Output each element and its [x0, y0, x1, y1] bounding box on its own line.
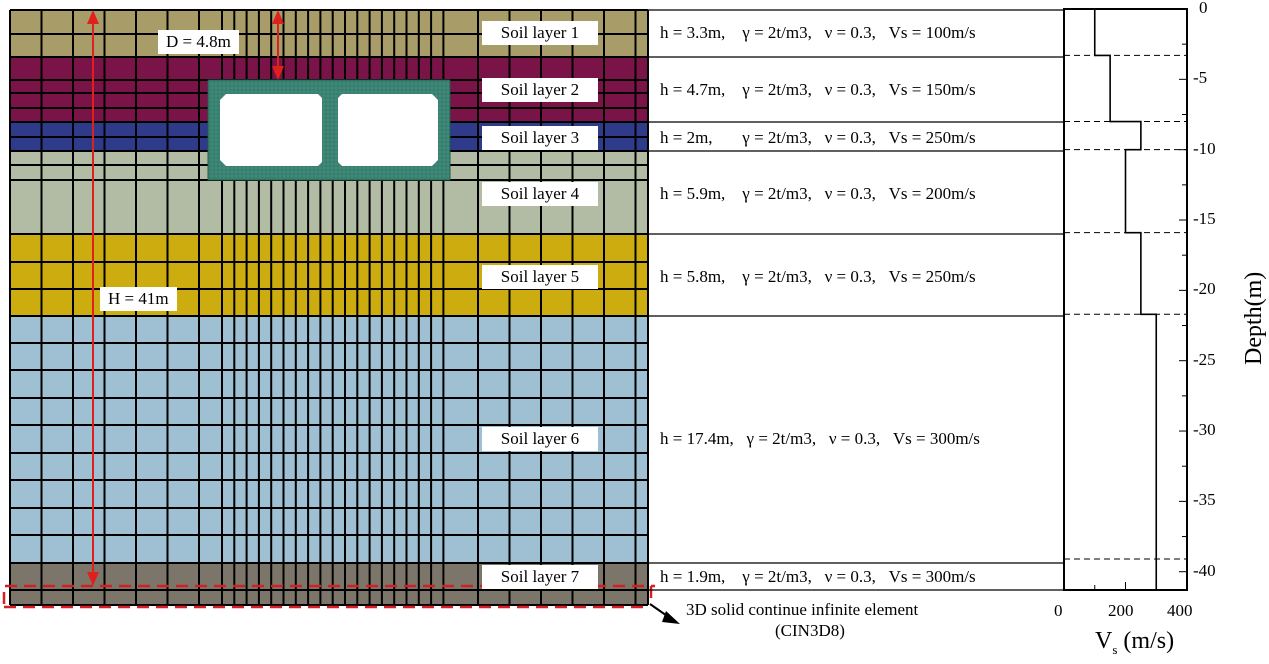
arrow-down-icon [87, 572, 99, 586]
x-tick-400: 400 [1167, 601, 1193, 620]
arrow-up-icon [87, 10, 99, 24]
tunnel-left-cell [220, 94, 322, 166]
soil-layer-4-properties: h = 5.9m, γ = 2t/m3, ν = 0.3, Vs = 200m/… [660, 184, 976, 203]
soil-layer-1-properties: h = 3.3m, γ = 2t/m3, ν = 0.3, Vs = 100m/… [660, 23, 976, 42]
y-tick-label: -30 [1193, 420, 1216, 440]
chart-plot-area [1063, 8, 1188, 591]
soil-layer-6-label: Soil layer 6 [482, 427, 598, 451]
infinite-element-code: (CIN3D8) [775, 621, 845, 640]
x-axis-label: Vs (m/s) [1095, 628, 1174, 658]
arrow-down-icon [272, 66, 284, 80]
pointer-arrow-icon [662, 611, 680, 624]
tunnel-right-cell [338, 94, 438, 166]
soil-layer-6-properties: h = 17.4m, γ = 2t/m3, ν = 0.3, Vs = 300m… [660, 429, 980, 448]
y-tick-label: -15 [1193, 209, 1216, 229]
x-axis-label-unit: (m/s) [1117, 628, 1175, 654]
x-tick-0: 0 [1054, 601, 1063, 620]
y-tick-label: 0 [1199, 0, 1208, 17]
soil-layer-5-label: Soil layer 5 [482, 265, 598, 289]
y-tick-label: -10 [1193, 138, 1216, 158]
y-axis-label-text: Depth(m) [1241, 271, 1267, 365]
y-tick-label: -5 [1193, 68, 1208, 88]
vs-profile-line [1093, 9, 1158, 590]
x-axis-label-sub: s [1112, 641, 1118, 657]
soil-layer-1-label: Soil layer 1 [482, 21, 598, 45]
soil-layer-3-properties: h = 2m, γ = 2t/m3, ν = 0.3, Vs = 250m/s [660, 128, 976, 147]
soil-layer-7-properties: h = 1.9m, γ = 2t/m3, ν = 0.3, Vs = 300m/… [660, 567, 976, 586]
y-tick-label: -40 [1193, 560, 1216, 580]
arrow-up-icon [272, 10, 284, 24]
soil-layer-2-properties: h = 4.7m, γ = 2t/m3, ν = 0.3, Vs = 150m/… [660, 80, 976, 99]
depth-label: D = 4.8m [158, 30, 239, 54]
y-tick-label: -35 [1193, 490, 1216, 510]
soil-layer-4-label: Soil layer 4 [482, 182, 598, 206]
x-axis-label-main: V [1095, 628, 1113, 654]
soil-layer-3-label: Soil layer 3 [482, 126, 598, 150]
x-tick-200: 200 [1108, 601, 1134, 620]
y-tick-label: -20 [1193, 279, 1216, 299]
height-label: H = 41m [100, 287, 177, 311]
infinite-element-label: 3D solid continue infinite element [686, 600, 919, 619]
y-tick-label: -25 [1193, 349, 1216, 369]
soil-layer-7-label: Soil layer 7 [482, 565, 598, 589]
infinite-element-boundary [2, 584, 655, 609]
soil-layer-5-properties: h = 5.8m, γ = 2t/m3, ν = 0.3, Vs = 250m/… [660, 267, 976, 286]
soil-layer-2-label: Soil layer 2 [482, 78, 598, 102]
